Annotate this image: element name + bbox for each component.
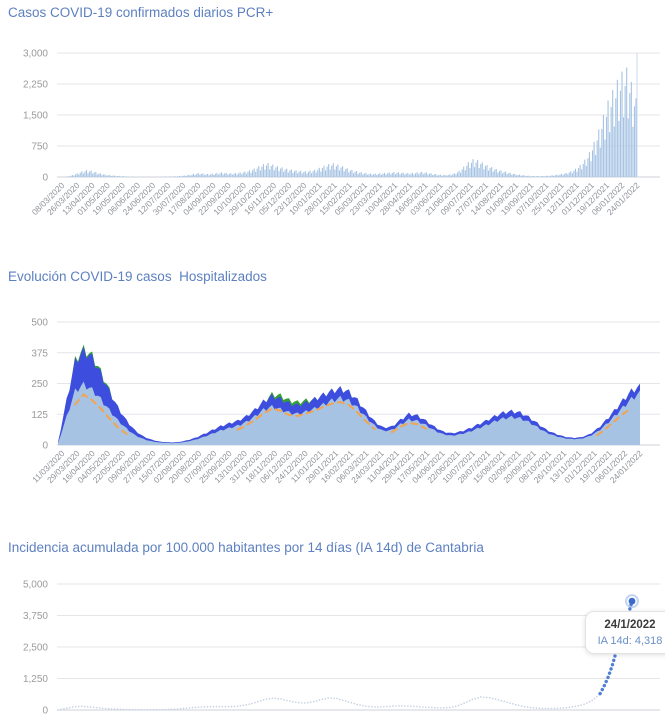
y-tick-label: 1,250	[23, 674, 48, 685]
y-tick-label: 0	[42, 441, 48, 452]
orange-dashed-line	[236, 400, 376, 431]
end-marker-halo	[625, 594, 639, 609]
y-tick-label: 125	[31, 410, 48, 421]
y-tick-label: 750	[31, 142, 48, 153]
y-tick-label: 1,500	[23, 111, 48, 122]
chart2-hospitalized[interactable]: 0 125 250 375 500 11/03/202029/03/202016/04/2…	[0, 305, 665, 521]
x-tick-labels: 08/03/202026/03/202013/04/202001/05/2020…	[30, 180, 642, 217]
end-marker	[628, 597, 636, 605]
gridlines-and-ticks: 0 750 1,500 2,250 3,000	[23, 49, 660, 184]
y-tick-label: 0	[42, 173, 48, 184]
y-tick-label: 0	[42, 706, 48, 717]
chart3-title: Incidencia acumulada por 100.000 habitan…	[8, 540, 484, 555]
gridlines-and-ticks: 0 1,250 2,500 3,750 5,000	[23, 580, 660, 717]
blue-area	[58, 346, 640, 445]
chart2-title: Evolución COVID-19 casos Hospitalizados	[8, 269, 267, 284]
y-tick-label: 375	[31, 348, 48, 359]
chart3-tooltip: 24/1/2022 IA 14d: 4,318	[585, 611, 665, 654]
orange-dashed-line	[596, 407, 633, 437]
daily-cases-bars	[65, 67, 637, 177]
y-tick-label: 250	[31, 379, 48, 390]
tooltip-value: IA 14d: 4,318	[597, 635, 663, 647]
x-tick-labels: 11/03/202029/03/202016/04/202004/05/2020…	[30, 448, 645, 485]
y-tick-label: 5,000	[23, 580, 48, 591]
tooltip-date: 24/1/2022	[604, 619, 656, 631]
chart1-title: Casos COVID-19 confirmados diarios PCR+	[8, 5, 274, 20]
orange-dashed-line	[390, 421, 427, 434]
light-blue-area	[58, 381, 640, 445]
y-tick-label: 3,750	[23, 611, 48, 622]
incidence-line	[57, 692, 601, 711]
chart3-incidence-14d[interactable]: 0 1,250 2,500 3,750 5,000	[0, 575, 665, 720]
y-tick-label: 500	[31, 318, 48, 329]
y-tick-label: 2,250	[23, 80, 48, 91]
orange-dashed-line	[74, 393, 128, 435]
y-tick-label: 2,500	[23, 643, 48, 654]
y-tick-label: 3,000	[23, 49, 48, 60]
chart1-daily-pcr-cases[interactable]: 0 750 1,500 2,250 3,000 08/03/202026/03/20201…	[0, 40, 665, 256]
